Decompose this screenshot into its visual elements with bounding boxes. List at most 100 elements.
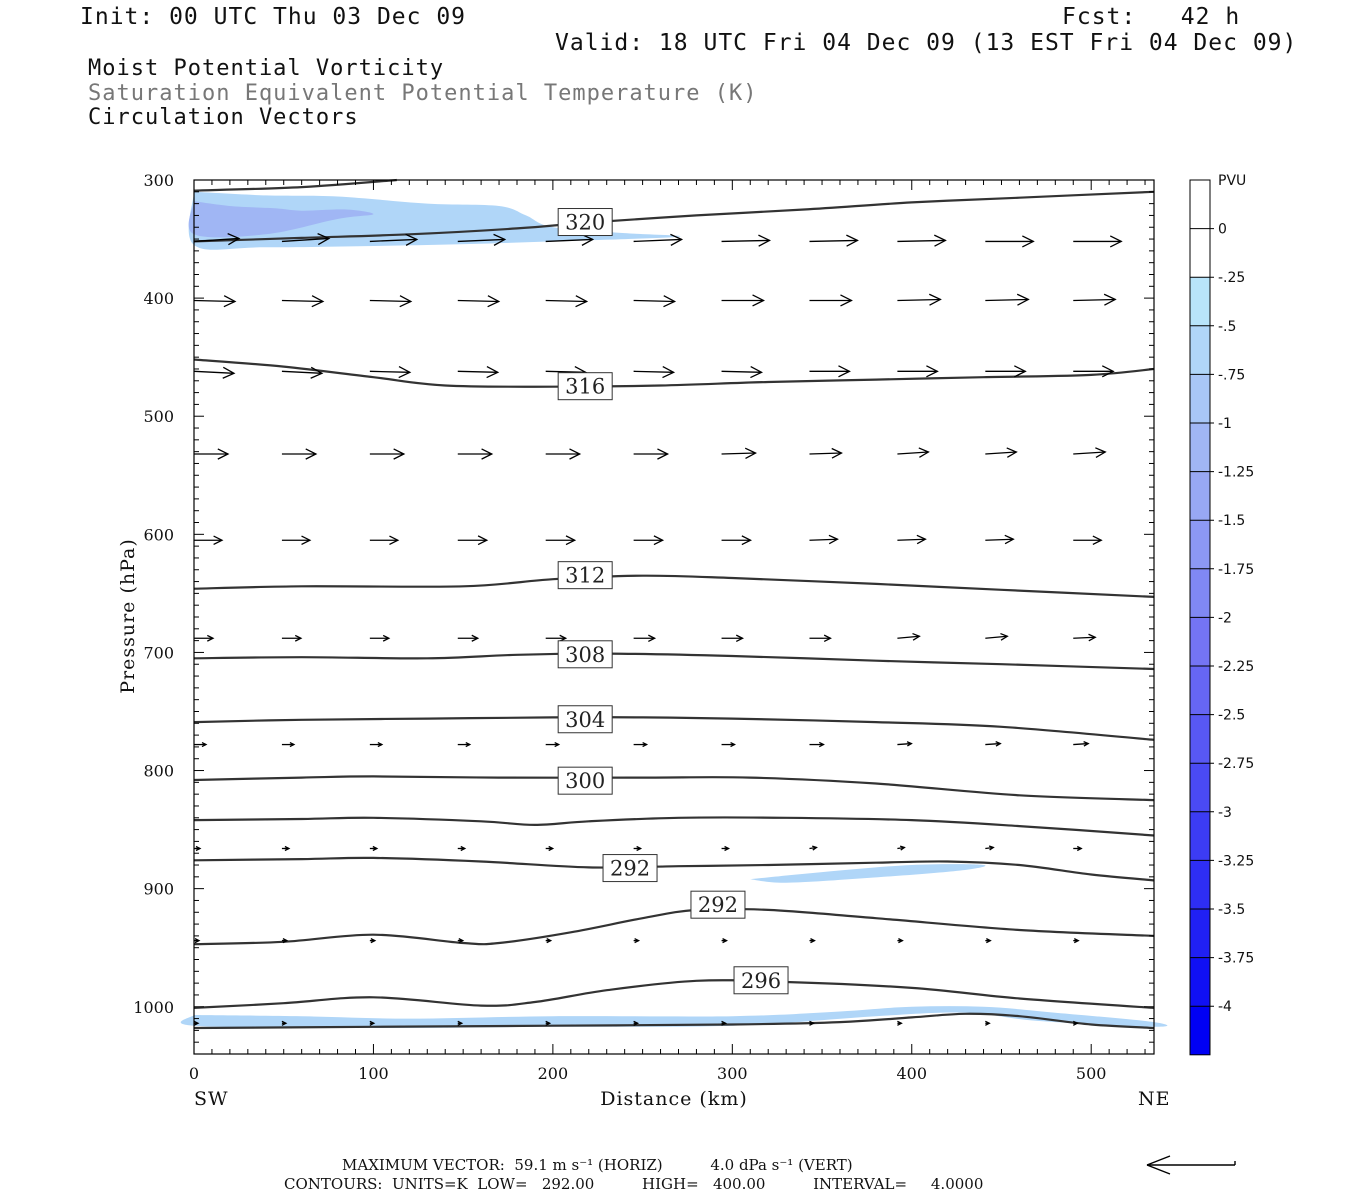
contour-label-320: 320 <box>565 211 605 235</box>
pv-shade-area <box>188 191 681 250</box>
contour-label-box <box>557 705 613 734</box>
x-tick-label: 200 <box>538 1064 569 1083</box>
colorbar-label: -.75 <box>1218 367 1245 383</box>
colorbar-segment <box>1190 180 1210 229</box>
circulation-vector <box>633 1020 640 1026</box>
circulation-vector <box>721 634 745 642</box>
contour-label-296: 296 <box>741 969 781 993</box>
circulation-vector <box>721 447 758 459</box>
contour-info: CONTOURS: UNITS=K LOW= 292.00 HIGH= 400.… <box>284 1175 984 1193</box>
circulation-vector <box>897 741 913 747</box>
circulation-vector <box>897 1020 903 1026</box>
contour-label-292: 292 <box>698 893 738 917</box>
colorbar-label: -2.75 <box>1218 756 1254 772</box>
contour-layer <box>193 178 1155 1030</box>
circulation-vector <box>1073 235 1123 248</box>
circulation-vector <box>897 365 939 378</box>
circulation-vector <box>545 741 561 748</box>
colorbar-label: -3.25 <box>1218 853 1254 869</box>
field-title-vectors: Circulation Vectors <box>88 105 359 130</box>
x-left-direction-label: SW <box>194 1088 229 1110</box>
theta-es-contour-320 <box>193 178 397 192</box>
contour-label-316: 316 <box>565 375 605 399</box>
x-tick-label: 400 <box>896 1064 927 1083</box>
circulation-vector <box>457 845 467 852</box>
circulation-vector <box>721 845 731 852</box>
circulation-vector <box>1073 447 1107 458</box>
theta-es-contour-308 <box>193 652 1155 671</box>
circulation-vector <box>1072 1020 1079 1026</box>
circulation-vector <box>897 293 942 306</box>
contour-label-box <box>690 890 746 919</box>
colorbar-label: -2 <box>1218 610 1232 626</box>
circulation-vector <box>985 845 995 851</box>
circulation-vector <box>194 741 208 748</box>
colorbar-label: -3.75 <box>1218 951 1254 967</box>
colorbar-segment <box>1190 666 1210 715</box>
circulation-vector <box>457 233 507 246</box>
circulation-vector <box>1073 845 1083 852</box>
circulation-vector <box>545 1020 552 1026</box>
circulation-vector <box>281 1020 288 1026</box>
circulation-vector <box>721 234 772 247</box>
plot-frame <box>193 179 1155 1055</box>
circulation-vector <box>369 938 377 944</box>
y-tick-label: 300 <box>143 171 174 190</box>
colorbar-segment <box>1190 617 1210 666</box>
colorbar-segment <box>1190 957 1210 1007</box>
theta-es-contour-300 <box>193 775 1155 802</box>
circulation-vector <box>633 741 649 748</box>
circulation-vector <box>985 235 1035 248</box>
circulation-vector <box>194 938 201 944</box>
circulation-vector <box>457 741 472 748</box>
y-tick-label: 1000 <box>133 998 174 1017</box>
circulation-vector <box>985 632 1009 641</box>
theta-es-contour-292 <box>193 856 1155 882</box>
contour-label-292: 292 <box>610 857 650 881</box>
circulation-vector <box>457 1020 464 1026</box>
x-tick-label: 0 <box>189 1064 199 1083</box>
circulation-vector <box>281 295 325 308</box>
circulation-vector <box>985 741 1002 747</box>
colorbar-segment <box>1190 1006 1210 1055</box>
colorbar: PVU 0 -.25 -.5 -.75 -1 -1.25 -1.5 -1.75 -2 -2.25 -2… <box>1189 173 1254 1056</box>
circulation-vector <box>985 447 1018 458</box>
circulation-vector <box>721 938 729 944</box>
y-tick-label: 600 <box>143 525 174 544</box>
circulation-vector <box>545 233 595 246</box>
circulation-vector <box>369 365 412 379</box>
circulation-vector <box>1073 741 1090 747</box>
theta-es-contour-296 <box>193 816 1155 837</box>
circulation-vector <box>369 845 379 852</box>
y-tick-label: 500 <box>143 407 174 426</box>
circulation-vector <box>545 845 555 852</box>
contour-label-box <box>602 854 658 883</box>
colorbar-segment <box>1190 374 1210 423</box>
colorbar-title: PVU <box>1218 173 1246 189</box>
contour-label-308: 308 <box>565 643 605 667</box>
circulation-vector <box>457 634 480 642</box>
circulation-vector <box>369 295 413 308</box>
reference-vector-arrow <box>1146 1155 1236 1175</box>
circulation-vector <box>194 448 230 460</box>
max-vector-info: MAXIMUM VECTOR: 59.1 m s⁻¹ (HORIZ) 4.0 d… <box>342 1156 853 1174</box>
circulation-vector <box>633 365 676 379</box>
colorbar-segment <box>1190 568 1210 618</box>
circulation-vector <box>809 634 832 642</box>
circulation-vector <box>545 634 568 642</box>
circulation-vector <box>809 365 851 378</box>
circulation-vector <box>633 448 670 460</box>
y-tick-label: 700 <box>143 643 174 662</box>
x-right-direction-label: NE <box>1138 1088 1171 1110</box>
circulation-vector <box>1073 365 1115 378</box>
circulation-vector <box>809 294 853 307</box>
colorbar-label: -1.5 <box>1218 513 1245 529</box>
colorbar-label: -3.5 <box>1218 902 1245 918</box>
contour-label-box <box>557 640 613 669</box>
contour-label-box <box>557 372 613 401</box>
contour-label-300: 300 <box>565 769 605 793</box>
circulation-vector <box>369 1020 376 1026</box>
circulation-vector <box>897 534 927 545</box>
circulation-vector <box>194 535 224 546</box>
